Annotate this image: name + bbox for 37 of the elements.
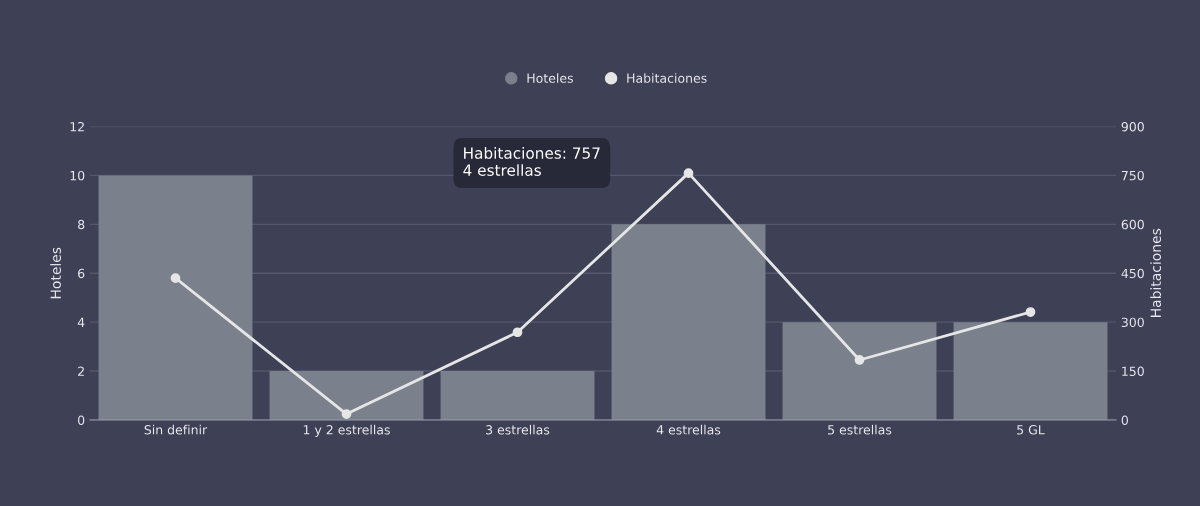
point — [683, 168, 694, 178]
y2-tick-label: 600 — [1121, 219, 1144, 230]
x-tick-label: 1 y 2 estrellas — [303, 424, 390, 437]
y-tick-label: 4 — [77, 317, 85, 327]
point — [512, 327, 523, 338]
y-tick-label: 2 — [78, 366, 84, 376]
bar — [782, 322, 937, 420]
y-axis-title: Hoteles — [50, 247, 61, 299]
y-tick-label: 8 — [78, 219, 85, 230]
x-tick-label: 5 estrellas — [828, 424, 892, 435]
y2-tick-label: 450 — [1121, 268, 1144, 279]
point — [854, 355, 865, 365]
y-tick-label: 10 — [70, 170, 85, 181]
point — [1025, 307, 1036, 317]
x-tick-label: 3 estrellas — [486, 424, 550, 435]
x-tick-label: 4 estrellas — [656, 424, 721, 435]
y2-tick-label: 750 — [1121, 170, 1144, 181]
y2-axis-title: Habitaciones — [1150, 228, 1162, 317]
y-tick-label: 0 — [78, 415, 85, 425]
bar — [98, 175, 253, 420]
y2-tick-label: 0 — [1121, 415, 1128, 425]
y-tick-label: 6 — [78, 268, 85, 279]
y2-tick-label: 900 — [1121, 121, 1144, 132]
y-tick-label: 12 — [70, 121, 84, 132]
y2-tick-label: 150 — [1122, 366, 1144, 376]
x-tick-label: Sin definir — [144, 424, 208, 435]
bar — [611, 224, 766, 420]
bar — [269, 371, 424, 420]
x-tick-label: 5 GL — [1017, 425, 1045, 435]
legend-label: Hoteles — [527, 73, 573, 83]
bar — [953, 322, 1108, 420]
bar — [440, 371, 595, 420]
point — [341, 409, 352, 419]
point — [170, 273, 181, 283]
annotation: Habitaciones: 757 4 estrellas — [463, 147, 600, 176]
y2-tick-label: 300 — [1121, 317, 1144, 328]
legend-label: Habitaciones — [627, 73, 707, 83]
